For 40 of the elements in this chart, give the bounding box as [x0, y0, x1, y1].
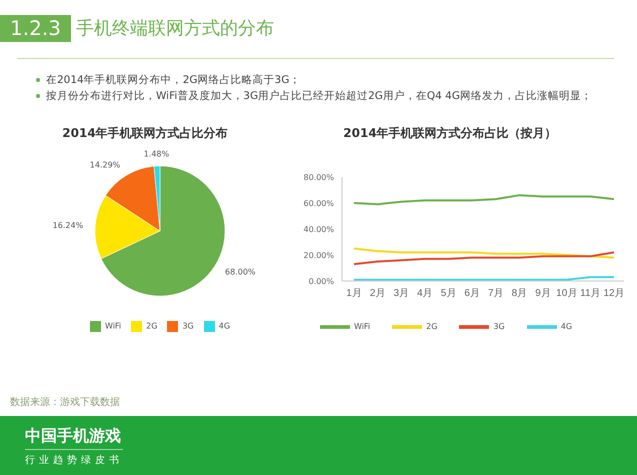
legend-label: WiFi [354, 322, 370, 332]
legend-label: 4G [560, 322, 572, 332]
text: 中国手机游戏 [25, 426, 121, 447]
legend-label: 3G [182, 322, 194, 331]
data-label: 68.00% [225, 268, 256, 277]
x-tick-label: 12月 [603, 288, 625, 300]
data-label: 1.48% [144, 150, 170, 159]
y-tick-label: 40.00% [303, 224, 334, 234]
x-tick-label: 5月 [440, 288, 456, 300]
data-label: 16.24% [52, 221, 84, 230]
x-tick-label: 3月 [393, 288, 410, 300]
y-tick-label: 0.00% [308, 276, 334, 286]
legend-label: 2G [146, 322, 158, 331]
text: 按月份分布进行对比，WiFi普及度加大，3G用户占比已经开始超过2G用户，在Q4 4G网络发力，占比涨幅明显； [46, 89, 592, 103]
legend-label: 3G [493, 322, 505, 332]
chart-title: 2014年手机联网方式占比分布 [61, 125, 229, 142]
legend-label: 2G [426, 322, 438, 332]
y-tick-label: 60.00% [303, 198, 334, 208]
x-tick-label: 10月 [556, 288, 578, 300]
legend-label: 4G [218, 322, 230, 331]
x-tick-label: 2月 [370, 288, 386, 300]
line-series [353, 194, 615, 206]
x-tick-label: 7月 [488, 288, 504, 300]
text: 1.2.3 手机终端联网方式的分布 [9, 15, 274, 42]
line-series [353, 248, 615, 259]
x-tick-label: 6月 [464, 288, 480, 300]
source-note: 数据来源：游戏下载数据 [10, 396, 120, 409]
y-tick-label: 20.00% [303, 250, 334, 260]
x-tick-label: 4月 [417, 288, 433, 300]
chart-title: 2014年手机联网方式分布占比（按月） [342, 125, 558, 142]
text: 行业趋势绿皮书 [25, 454, 123, 467]
x-tick-label: 9月 [535, 288, 551, 300]
x-tick-label: 8月 [512, 288, 528, 300]
x-tick-label: 1月 [346, 288, 362, 300]
data-label: 14.29% [90, 160, 121, 170]
x-tick-label: 11月 [580, 288, 601, 300]
text: 在2014年手机联网分布中，2G网络占比略高于3G； [46, 73, 300, 87]
y-tick-label: 80.00% [303, 172, 334, 182]
legend-label: WiFi [104, 322, 122, 331]
line-series [353, 251, 615, 266]
